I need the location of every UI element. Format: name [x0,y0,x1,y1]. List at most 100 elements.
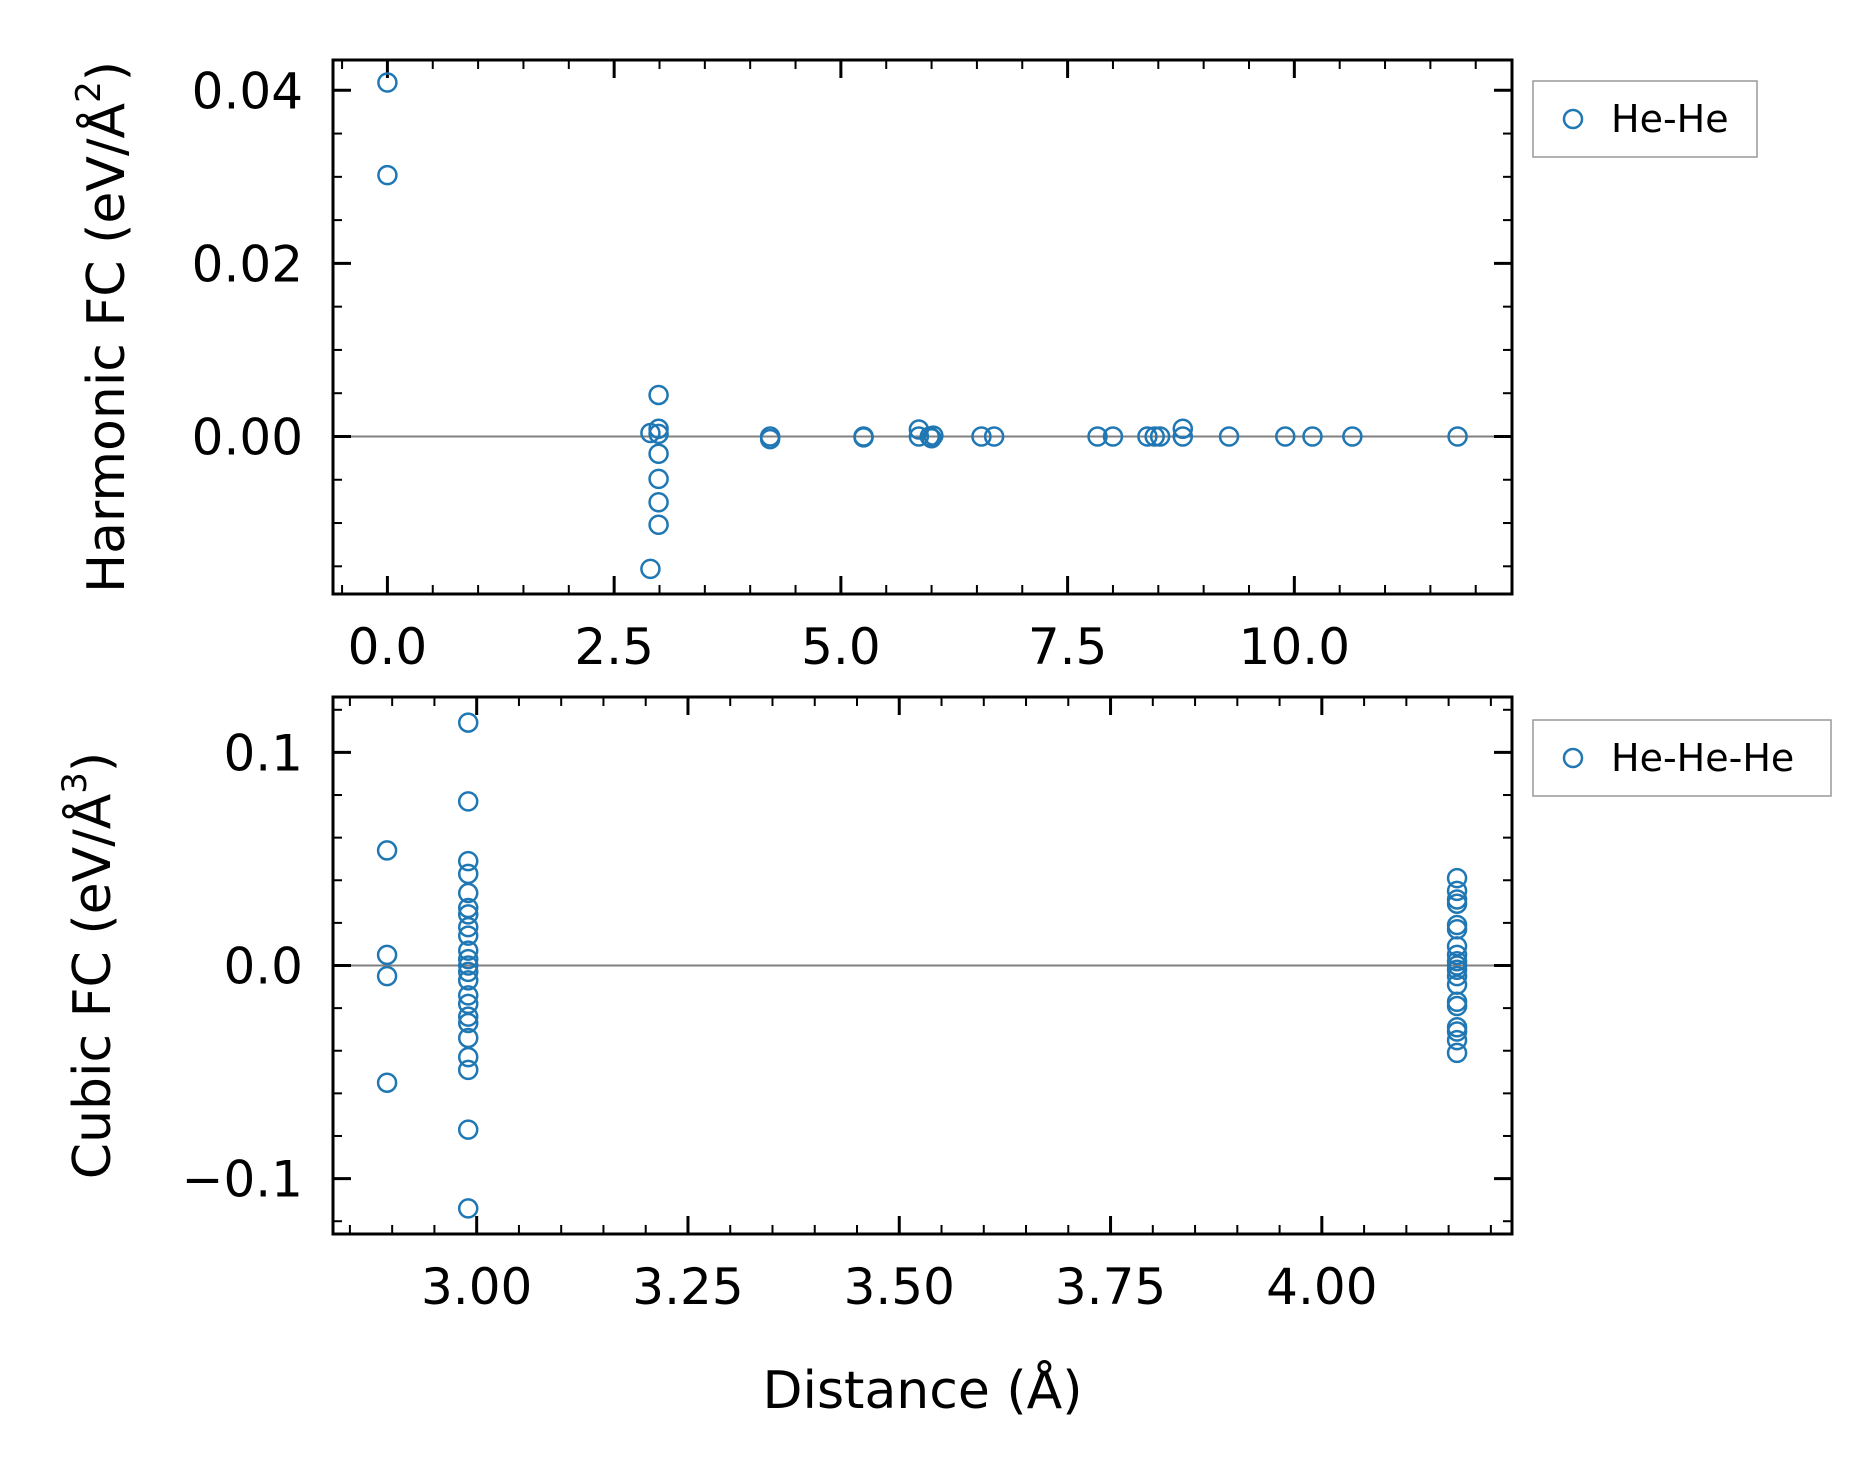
cubic-data-point [457,1012,479,1034]
harmonic-legend-box [1532,80,1758,158]
harmonic-data-point [1172,426,1194,447]
cubic-data-point [457,955,479,976]
harmonic-data-point [377,164,398,186]
harmonic-data-point [1149,426,1171,447]
harmonic-y-tick-label: 0.04 [192,62,303,120]
cubic-legend: He-He-He [1532,719,1832,797]
cubic-data-point [1446,880,1468,902]
harmonic-data-point [648,468,669,490]
cubic-data-point [457,882,479,904]
cubic-data-point [457,1006,479,1027]
cubic-data-point [1446,959,1468,981]
cubic-data-point [457,1059,479,1081]
harmonic-data-point [1172,418,1194,439]
cubic-fc-panel: 3.00 3.25 3.50 3.75 4.00 −0.1 0.0 0.1 Cubic FC … [55,695,1832,1421]
harmonic-data-point [1144,426,1165,447]
harmonic-points [377,72,1468,580]
cubic-data-point [1446,1042,1468,1064]
cubic-data-point [457,1119,479,1140]
harmonic-data-point [1102,426,1124,447]
cubic-y-axis-label: Cubic FC (eV/Å3) [55,752,124,1179]
harmonic-data-point [1447,426,1468,447]
harmonic-data-point [923,425,944,446]
cubic-ylabel-superscript: 3 [55,772,95,794]
cubic-data-point [457,925,479,946]
cubic-data-point [1446,944,1468,966]
cubic-y-tick-label: −0.1 [182,1151,303,1209]
harmonic-data-point [648,418,669,439]
harmonic-tick-labels: 0.0 2.5 5.0 7.5 10.0 0.00 0.02 0.04 [192,62,1350,676]
cubic-data-point [376,965,398,987]
harmonic-legend-marker [1562,108,1584,130]
cubic-legend-label: He-He-He [1611,736,1794,780]
harmonic-data-point [921,427,942,449]
harmonic-data-point [1087,426,1108,447]
harmonic-data-point [640,558,661,580]
harmonic-data-point [648,443,669,465]
cubic-points [376,712,1468,1219]
harmonic-legend: He-He [1532,80,1758,158]
harmonic-ylabel-main: Harmonic FC (eV/Å [75,102,137,593]
harmonic-data-point [853,427,874,448]
cubic-data-point [457,1198,479,1219]
cubic-axes-frame [331,695,1514,1236]
harmonic-x-tick-label: 2.5 [574,618,654,676]
harmonic-y-tick-label: 0.02 [192,235,303,293]
cubic-data-point [376,1072,398,1093]
harmonic-x-tick-label: 7.5 [1028,618,1108,676]
cubic-x-tick-label: 3.50 [844,1258,955,1316]
cubic-data-point [376,840,398,861]
cubic-legend-marker [1562,747,1584,769]
harmonic-data-point [648,492,669,513]
harmonic-data-point [908,426,930,447]
distance-x-axis-label: Distance (Å) [762,1359,1082,1421]
harmonic-fc-panel: 0.0 2.5 5.0 7.5 10.0 0.00 0.02 0.04 Harmonic FC… [69,58,1758,676]
cubic-data-point [457,791,479,812]
cubic-tick-labels: 3.00 3.25 3.50 3.75 4.00 −0.1 0.0 0.1 [182,724,1378,1316]
cubic-data-point [457,961,479,983]
cubic-data-point [1446,1029,1468,1051]
cubic-ylabel-main: Cubic FC (eV/Å [61,793,123,1179]
cubic-x-tick-label: 3.00 [421,1258,532,1316]
cubic-data-point [457,904,479,925]
harmonic-x-tick-label: 10.0 [1239,618,1350,676]
cubic-x-tick-label: 4.00 [1266,1258,1377,1316]
cubic-data-point [457,916,479,938]
harmonic-x-tick-label: 5.0 [801,618,881,676]
harmonic-data-point [1302,426,1323,447]
harmonic-ylabel-superscript: 2 [69,81,109,103]
cubic-data-point [457,712,479,733]
cubic-data-point [1446,867,1468,889]
cubic-x-tick-label: 3.75 [1055,1258,1166,1316]
harmonic-data-point [971,426,992,447]
cubic-data-point [457,948,479,970]
harmonic-y-tick-label: 0.00 [192,408,303,466]
harmonic-x-tick-label: 0.0 [348,618,428,676]
cubic-data-point [457,970,479,991]
cubic-x-tick-label: 3.25 [632,1258,743,1316]
harmonic-data-point [648,423,669,445]
harmonic-data-point [1137,426,1158,447]
cubic-data-point [457,985,479,1006]
cubic-data-point [1446,893,1468,914]
harmonic-data-point [1275,426,1296,447]
cubic-data-point [457,850,479,872]
cubic-data-point [1446,1021,1468,1042]
harmonic-axes-frame [331,58,1514,596]
cubic-data-point [1446,995,1468,1017]
harmonic-y-axis-label: Harmonic FC (eV/Å2) [69,61,138,593]
cubic-y-tick-label: 0.1 [223,724,303,782]
cubic-data-point [1446,965,1468,987]
harmonic-data-point [377,72,398,93]
cubic-ylabel-close: ) [63,752,123,772]
harmonic-data-point [1218,426,1240,447]
harmonic-legend-label: He-He [1611,97,1729,141]
cubic-y-tick-label: 0.0 [223,938,303,996]
harmonic-data-point [759,428,781,450]
cubic-data-point [457,940,479,961]
harmonic-ylabel-close: ) [77,61,137,81]
harmonic-data-point [648,384,669,406]
harmonic-data-point [648,514,669,536]
harmonic-data-point [983,426,1005,447]
